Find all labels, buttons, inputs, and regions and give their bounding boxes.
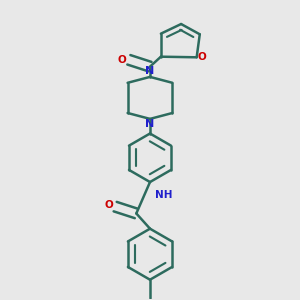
Text: O: O: [118, 55, 126, 65]
Text: O: O: [198, 52, 207, 62]
Text: O: O: [105, 200, 113, 210]
Text: NH: NH: [154, 190, 172, 200]
Text: N: N: [146, 66, 154, 76]
Text: N: N: [146, 119, 154, 130]
